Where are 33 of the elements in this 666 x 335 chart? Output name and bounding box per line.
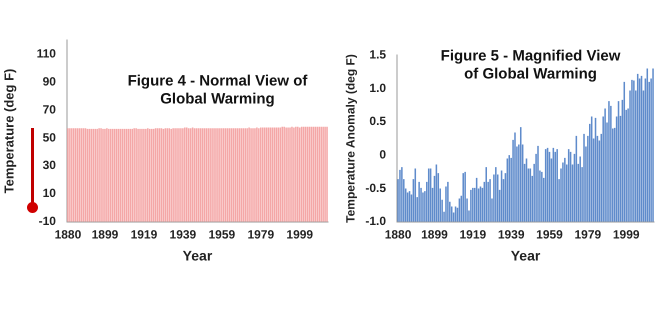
y-axis-title: Temperature Anomaly (deg F): [344, 54, 358, 223]
y-tick-label: 50: [42, 130, 56, 144]
x-tick-label: 1999: [286, 227, 314, 242]
y-tick-label: -0.5: [365, 180, 386, 195]
x-tick-label: 1979: [574, 227, 602, 242]
x-tick-label: 1899: [92, 227, 119, 242]
x-tick-label: 1919: [459, 227, 486, 242]
y-tick-label: 30: [42, 158, 56, 172]
y-tick-label: 110: [36, 46, 56, 60]
chart-title: Figure 5 - Magnified View of Global Warming: [440, 48, 621, 83]
x-tick-label: 1979: [247, 227, 274, 242]
x-tick-label: 1939: [170, 227, 197, 242]
y-tick-label: 90: [42, 74, 56, 88]
x-tick-label: 1880: [384, 227, 412, 242]
x-tick-label: 1899: [421, 227, 448, 242]
y-tick-label: -1.0: [365, 214, 386, 228]
y-tick-label: 0: [379, 147, 386, 162]
y-tick-label: 10: [42, 186, 56, 200]
x-tick-label: 1999: [612, 227, 640, 242]
x-axis-title: Year: [510, 247, 541, 264]
y-tick-label: 1.0: [369, 80, 386, 95]
y-tick-label: 70: [42, 102, 56, 116]
y-tick-label: 1.5: [369, 48, 386, 62]
y-tick-label: -10: [38, 214, 56, 228]
x-tick-label: 1880: [54, 227, 82, 242]
x-tick-label: 1959: [208, 227, 236, 242]
x-axis-title: Year: [182, 247, 213, 264]
text: Figure 4 - Normal View of Global Warming: [128, 72, 308, 108]
x-tick-label: 1939: [498, 227, 525, 242]
x-tick-label: 1919: [130, 227, 158, 242]
y-tick-label: 0.5: [369, 114, 386, 128]
y-axis-title: Temperature (deg F): [1, 68, 16, 194]
x-tick-label: 1959: [536, 227, 564, 242]
